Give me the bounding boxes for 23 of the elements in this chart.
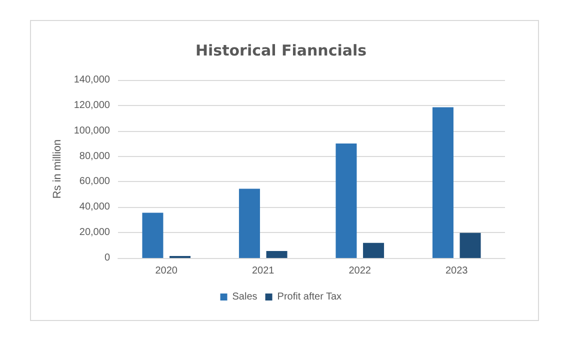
legend-label: Profit after Tax: [277, 292, 342, 302]
y-tick-label: 60,000: [79, 176, 110, 188]
y-tick-label: 20,000: [79, 227, 110, 238]
y-tick-label: 120,000: [74, 100, 110, 111]
x-tick-label: 2021: [252, 266, 275, 276]
y-tick-label: 80,000: [79, 150, 110, 162]
x-tick-label: 2023: [446, 266, 468, 276]
chart-title: Historical Fianncials: [195, 42, 367, 60]
bar: [363, 242, 384, 258]
legend-label: Sales: [232, 292, 258, 302]
y-tick-label: 100,000: [74, 125, 110, 136]
x-tick-label: 2020: [155, 266, 178, 276]
bar: [238, 188, 260, 258]
y-tick-label: 40,000: [79, 202, 110, 213]
bar: [432, 107, 454, 258]
y-axis-title: Rs in million: [51, 139, 64, 199]
bar: [460, 232, 481, 258]
y-tick-label: 140,000: [74, 74, 110, 86]
bar: [266, 251, 288, 258]
x-tick-label: 2022: [348, 266, 372, 276]
bar: [142, 212, 164, 258]
y-tick-label: 0: [104, 252, 110, 264]
bar: [336, 143, 357, 258]
